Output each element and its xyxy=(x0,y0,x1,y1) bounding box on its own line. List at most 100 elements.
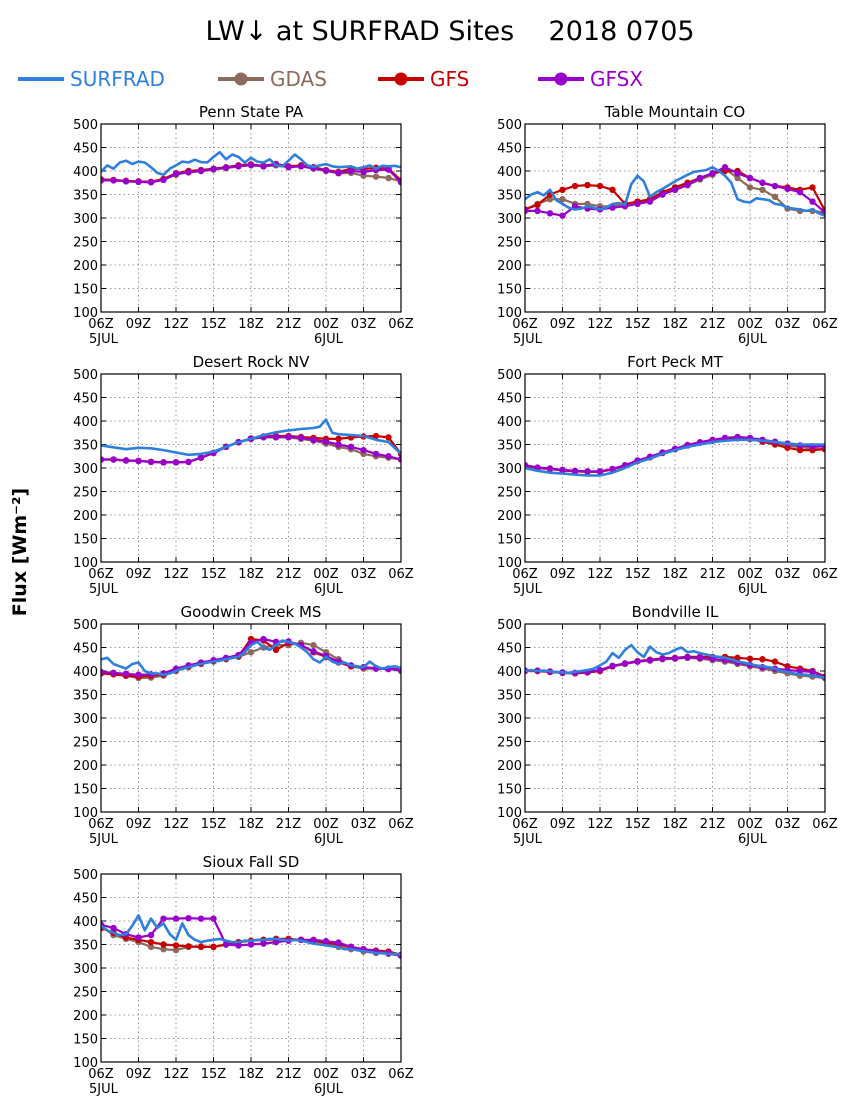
y-tick-label: 100 xyxy=(73,806,98,821)
y-tick-label: 500 xyxy=(73,868,98,883)
y-tick-label: 300 xyxy=(497,712,522,727)
point-gdas xyxy=(147,943,155,951)
plot-frame xyxy=(524,123,826,313)
y-tick-label: 250 xyxy=(73,236,98,251)
y-tick-label: 400 xyxy=(497,665,522,680)
y-tick-label: 100 xyxy=(73,1056,98,1071)
y-tick-label: 400 xyxy=(73,415,98,430)
y-tick-label: 150 xyxy=(497,283,522,298)
x-tick-label: 06Z xyxy=(388,817,414,832)
point-gfsx xyxy=(360,168,367,176)
point-gfsx xyxy=(272,938,280,946)
x-tick-label: 12Z xyxy=(163,567,189,582)
plot-frame xyxy=(100,373,402,563)
y-tick-label: 500 xyxy=(497,118,522,133)
point-gfsx xyxy=(222,164,230,171)
point-gfsx xyxy=(671,186,679,193)
x-tick-label: 00Z xyxy=(313,817,339,832)
point-gfsx xyxy=(147,458,155,466)
point-gdas xyxy=(746,184,754,191)
point-gfsx xyxy=(172,170,180,178)
point-gfsx xyxy=(646,198,654,205)
point-gfsx xyxy=(784,185,791,193)
y-tick-label: 400 xyxy=(73,665,98,680)
point-gfsx xyxy=(222,941,230,948)
series-line-surfrad xyxy=(525,438,825,477)
point-gfsx xyxy=(559,466,566,474)
point-gfsx xyxy=(621,660,629,667)
series-group xyxy=(101,635,401,682)
panel-bondville-il: Bondville IL 100 150 200 250 300 350 400 450 500 0… xyxy=(497,603,838,847)
point-gfsx xyxy=(160,915,167,922)
y-tick-label: 150 xyxy=(73,283,98,298)
x-tick-label: 06Z xyxy=(512,817,538,832)
y-tick-label: 300 xyxy=(497,462,522,477)
point-gfsx xyxy=(559,212,566,219)
y-tick-label: 250 xyxy=(497,236,522,251)
chart-panels: Penn State PA 100 150 200 250 300 350 400 450 500… xyxy=(73,103,838,1097)
point-gdas xyxy=(559,196,566,203)
point-gfsx xyxy=(546,210,554,217)
point-gfs xyxy=(734,654,741,662)
point-gfsx xyxy=(534,207,541,215)
y-tick-label: 300 xyxy=(73,212,98,227)
point-gdas xyxy=(385,174,392,182)
point-gfsx xyxy=(210,165,217,173)
x-tick-label: 12Z xyxy=(587,567,613,582)
series-group xyxy=(101,150,401,186)
point-gdas xyxy=(734,174,741,182)
point-gfsx xyxy=(796,188,804,196)
y-tick-label: 100 xyxy=(497,806,522,821)
date-label: 5JUL xyxy=(513,332,543,347)
y-tick-label: 300 xyxy=(497,212,522,227)
point-gfsx xyxy=(809,198,816,205)
x-tick-label: 03Z xyxy=(775,567,801,582)
point-gfs xyxy=(596,182,604,190)
y-tick-label: 250 xyxy=(497,486,522,501)
point-gfsx xyxy=(684,181,691,189)
point-gfsx xyxy=(235,163,242,170)
legend-marker xyxy=(554,72,568,86)
point-gfs xyxy=(534,201,541,209)
point-gfsx xyxy=(110,924,117,932)
x-tick-label: 06Z xyxy=(388,1067,414,1082)
y-tick-label: 200 xyxy=(73,509,98,524)
point-gdas xyxy=(771,193,779,201)
point-gfsx xyxy=(101,456,105,463)
point-gfsx xyxy=(525,461,529,469)
date-label: 5JUL xyxy=(513,832,543,847)
point-gdas xyxy=(372,173,380,180)
point-gfsx xyxy=(385,166,392,173)
point-gfsx xyxy=(360,446,367,454)
y-tick-label: 100 xyxy=(497,556,522,571)
date-label: 5JUL xyxy=(89,332,119,347)
date-label: 6JUL xyxy=(314,1082,344,1097)
x-tick-label: 03Z xyxy=(351,1067,377,1082)
date-label: 6JUL xyxy=(314,582,344,597)
point-gfs xyxy=(197,943,205,951)
point-gfsx xyxy=(746,174,754,182)
point-gfsx xyxy=(771,182,779,190)
point-gfs xyxy=(160,941,167,948)
point-gfsx xyxy=(247,161,255,169)
x-tick-label: 21Z xyxy=(276,567,302,582)
x-tick-label: 06Z xyxy=(512,317,538,332)
point-gfsx xyxy=(135,457,142,465)
y-tick-label: 200 xyxy=(73,1009,98,1024)
panel-fort-peck-mt: Fort Peck MT 100 150 200 250 300 350 400 450 500 0… xyxy=(497,353,838,597)
point-gfsx xyxy=(659,191,666,198)
point-gfs xyxy=(185,943,192,950)
panel-title: Sioux Fall SD xyxy=(203,853,300,871)
point-gfsx xyxy=(135,671,142,678)
x-tick-label: 15Z xyxy=(625,317,651,332)
y-tick-label: 300 xyxy=(73,712,98,727)
y-tick-label: 500 xyxy=(73,118,98,133)
y-tick-label: 450 xyxy=(73,642,98,657)
series-line-surfrad xyxy=(525,643,825,679)
point-gfs xyxy=(147,938,155,946)
x-tick-label: 03Z xyxy=(351,567,377,582)
point-gfsx xyxy=(335,441,342,448)
point-gfsx xyxy=(734,170,741,177)
y-tick-label: 500 xyxy=(497,618,522,633)
point-gfsx xyxy=(609,662,616,670)
